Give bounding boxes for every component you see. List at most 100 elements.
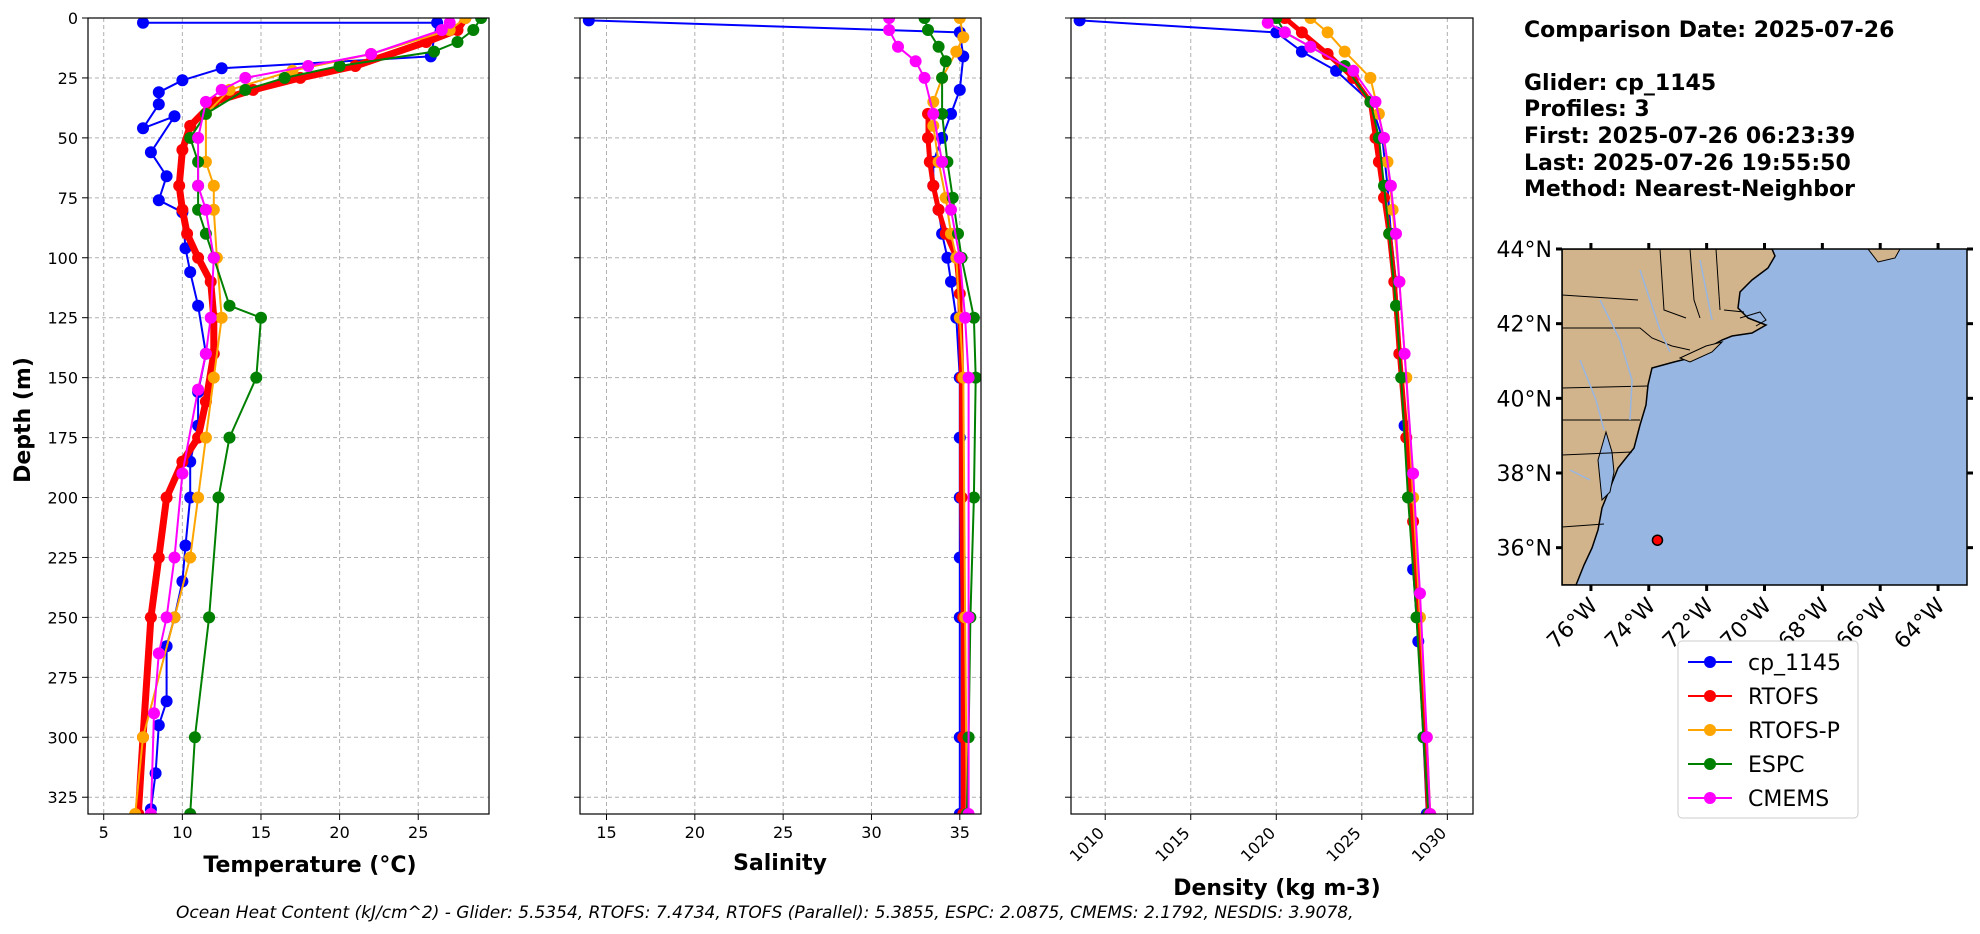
point-ESPC <box>932 40 945 53</box>
legend-frame <box>1677 640 1859 819</box>
x-tick-label: 25 <box>773 823 793 842</box>
point-RTOFS <box>173 179 186 192</box>
point-ESPC <box>1395 371 1408 384</box>
legend-label-RTOFS-P: RTOFS-P <box>1748 719 1840 744</box>
point-CMEMS <box>435 24 448 36</box>
point-RTOFS <box>199 395 212 408</box>
point-CMEMS <box>199 347 212 360</box>
map-lat-label: 42°N <box>1497 313 1552 338</box>
point-ESPC <box>188 731 201 744</box>
point-RTOFS <box>922 131 934 144</box>
point-ESPC <box>467 24 480 36</box>
legend-marker-cp_1145 <box>1704 656 1716 668</box>
depth-axis-label: Depth (m) <box>11 357 36 483</box>
point-CMEMS <box>1369 95 1382 108</box>
point-ESPC <box>428 45 440 58</box>
map-rivers <box>1569 259 1713 481</box>
temperature-axis-label: Temperature (°C) <box>203 853 416 878</box>
map-lat-label: 36°N <box>1497 537 1552 562</box>
map-borders <box>1562 249 1745 528</box>
point-CMEMS <box>302 60 315 72</box>
point-ESPC <box>184 808 197 814</box>
point-RTOFS-P <box>1304 18 1317 24</box>
point-RTOFS <box>955 491 968 504</box>
point-CMEMS <box>962 611 975 624</box>
point-CMEMS <box>962 371 975 384</box>
point-ESPC <box>333 60 346 72</box>
point-cp_1145 <box>152 194 165 207</box>
series-line-ESPC <box>189 18 482 814</box>
x-tick-label: 20 <box>685 823 705 842</box>
point-RTOFS <box>204 275 217 288</box>
series-line-CMEMS <box>149 22 451 814</box>
density-panel: 1010 1015 1020 1025 1030 <box>1065 17 1474 866</box>
point-CMEMS <box>1407 467 1420 480</box>
point-ESPC <box>939 55 952 68</box>
point-CMEMS <box>883 18 896 24</box>
first-time: First: 2025-07-26 06:23:39 <box>1524 124 1855 149</box>
x-tick-label: 10 <box>172 823 192 842</box>
point-RTOFS <box>927 179 940 192</box>
density-series <box>1073 18 1437 814</box>
point-RTOFS <box>176 143 189 156</box>
x-tick-label: 1025 <box>1322 823 1364 865</box>
point-cp_1145 <box>1073 18 1086 27</box>
point-CMEMS <box>927 107 940 120</box>
map-lat-label: 38°N <box>1497 462 1552 487</box>
series-line-ESPC <box>923 18 977 814</box>
y-tick-label: 25 <box>58 69 78 88</box>
temperature-panel: 5 10 15 20 250255075100125150175200225250275… <box>47 9 490 842</box>
point-CMEMS <box>1278 26 1291 39</box>
series-line-RTOFS <box>925 113 966 814</box>
map-lon-label: 76°W <box>1543 593 1604 654</box>
y-tick-label: 200 <box>47 489 78 508</box>
point-ESPC <box>255 311 267 324</box>
x-tick-label: 1030 <box>1408 823 1450 865</box>
last-time: Last: 2025-07-26 19:55:50 <box>1524 151 1851 176</box>
point-ESPC <box>922 24 934 36</box>
salinity-series <box>582 18 981 814</box>
point-cp_1145 <box>941 251 954 264</box>
point-cp_1145 <box>945 275 957 288</box>
point-cp_1145 <box>184 266 197 279</box>
point-ESPC <box>967 491 980 504</box>
point-CMEMS <box>199 203 212 216</box>
legend-marker-RTOFS <box>1704 690 1716 702</box>
point-ESPC <box>223 431 236 444</box>
point-CMEMS <box>918 71 931 84</box>
point-cp_1145 <box>137 18 149 29</box>
x-tick-label: 5 <box>99 823 109 842</box>
point-RTOFS <box>144 611 157 624</box>
y-tick-label: 175 <box>47 429 78 448</box>
point-RTOFS <box>181 227 194 240</box>
info-block: Comparison Date: 2025-07-26 Glider: cp_1… <box>1524 18 1894 202</box>
point-RTOFS-P <box>184 551 197 564</box>
point-cp_1145 <box>192 299 205 312</box>
point-CMEMS <box>192 179 205 192</box>
y-tick-label: 225 <box>47 548 78 567</box>
point-RTOFS-P <box>137 731 149 744</box>
point-ESPC <box>203 611 216 624</box>
point-RTOFS-P <box>215 311 228 324</box>
point-cp_1145 <box>176 74 189 87</box>
temperature-frame <box>87 17 490 815</box>
point-RTOFS-P <box>199 431 212 444</box>
point-CMEMS <box>1347 64 1360 77</box>
point-CMEMS <box>207 251 220 264</box>
point-RTOFS-P <box>927 119 940 132</box>
point-cp_1145 <box>179 539 192 552</box>
point-RTOFS <box>923 155 936 168</box>
y-tick-label: 125 <box>47 309 78 328</box>
x-tick-label: 25 <box>408 823 428 842</box>
point-CMEMS <box>144 808 157 814</box>
point-CMEMS <box>936 155 949 168</box>
y-tick-label: 0 <box>68 9 78 28</box>
map-capecod <box>1739 311 1767 327</box>
point-cp_1145 <box>144 146 157 159</box>
point-ESPC <box>212 491 225 504</box>
point-ESPC <box>250 371 263 384</box>
y-tick-label: 100 <box>47 249 78 268</box>
temperature-series <box>129 18 488 814</box>
point-cp_1145 <box>160 695 173 708</box>
